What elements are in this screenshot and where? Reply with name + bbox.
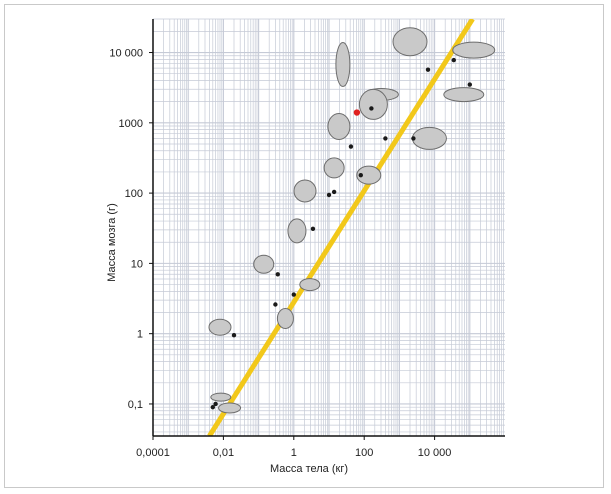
y-tick-label: 100 xyxy=(125,188,143,200)
x-axis-title: Масса тела (кг) xyxy=(270,463,348,475)
y-tick-label: 1000 xyxy=(119,118,143,130)
dog-icon-body xyxy=(293,179,317,203)
horse-icon xyxy=(358,88,388,120)
chart-frame: 0,0001 0,01 1 100 10 000 0,1 1 10 100 1000 10 000 … xyxy=(4,4,604,488)
bat-icon xyxy=(218,402,242,414)
data-point-human xyxy=(353,109,361,116)
data-point-pig xyxy=(358,172,363,178)
data-point-squirrel xyxy=(275,272,280,277)
x-tick-label: 0,01 xyxy=(213,447,234,459)
shrew-icon xyxy=(210,392,232,402)
pig-icon-body xyxy=(356,165,382,185)
pig-icon xyxy=(356,165,382,185)
grid xyxy=(152,18,505,436)
data-point-hedgehog xyxy=(291,292,296,297)
elephant-icon xyxy=(392,27,428,57)
trend-line xyxy=(207,19,475,436)
data-point-monkey xyxy=(331,189,337,195)
chimpanzee-icon xyxy=(327,113,351,141)
x-tick-label: 0,0001 xyxy=(136,447,170,459)
data-point-hippopotamus xyxy=(411,136,416,141)
data-point-rat xyxy=(273,302,278,307)
dog-icon xyxy=(293,179,317,203)
sperm-whale-icon xyxy=(452,41,496,59)
rat-icon-body xyxy=(276,308,294,330)
data-point-chimpanzee xyxy=(348,144,354,149)
data-point-horse xyxy=(383,136,388,141)
y-tick-label: 10 000 xyxy=(109,48,143,60)
bat-icon-body xyxy=(218,402,242,414)
hippopotamus-icon-body xyxy=(411,126,447,150)
chimpanzee-icon-body xyxy=(327,113,351,141)
cat-icon-body xyxy=(287,218,307,244)
cat-icon xyxy=(287,218,307,244)
monkey-icon xyxy=(323,157,345,179)
human-icon xyxy=(335,42,351,88)
human-icon-body xyxy=(335,42,351,88)
y-tick-label: 1 xyxy=(137,329,143,341)
y-axis-title: Масса мозга (г) xyxy=(106,203,118,281)
elephant-icon-body xyxy=(392,27,428,57)
data-point-bat xyxy=(213,401,218,407)
trend-line-layer xyxy=(207,19,475,436)
squirrel-icon xyxy=(253,254,275,274)
data-point-sperm-whale xyxy=(451,57,456,63)
rat-icon xyxy=(276,308,294,330)
mouse-icon-body xyxy=(208,318,232,336)
sperm-whale-icon-body xyxy=(452,41,496,59)
data-point-elephant xyxy=(425,67,431,72)
data-point-cat xyxy=(310,226,316,232)
data-point-dog xyxy=(326,192,332,198)
data-point-shrew xyxy=(210,404,216,410)
hedgehog-icon xyxy=(299,278,321,292)
monkey-icon-body xyxy=(323,157,345,179)
squirrel-icon-body xyxy=(253,254,275,274)
blue-whale-icon xyxy=(443,87,485,103)
x-tick-label: 1 xyxy=(291,447,297,459)
blue-whale-icon-body xyxy=(443,87,485,103)
y-tick-label: 0,1 xyxy=(128,399,143,411)
data-point-blue-whale xyxy=(467,82,472,87)
hippopotamus-icon xyxy=(411,126,447,150)
data-point-dolphin xyxy=(369,106,374,111)
animal-icons xyxy=(208,27,496,414)
shrew-icon-body xyxy=(210,392,232,402)
data-point-mouse xyxy=(231,333,237,338)
axes: 0,0001 0,01 1 100 10 000 0,1 1 10 100 1000 10 000 xyxy=(109,19,505,459)
hedgehog-icon-body xyxy=(299,278,321,292)
y-tick-label: 10 xyxy=(131,258,143,270)
x-tick-label: 100 xyxy=(355,447,373,459)
horse-icon-body xyxy=(358,88,388,120)
mouse-icon xyxy=(208,318,232,336)
x-tick-label: 10 000 xyxy=(418,447,452,459)
data-points xyxy=(210,57,472,410)
